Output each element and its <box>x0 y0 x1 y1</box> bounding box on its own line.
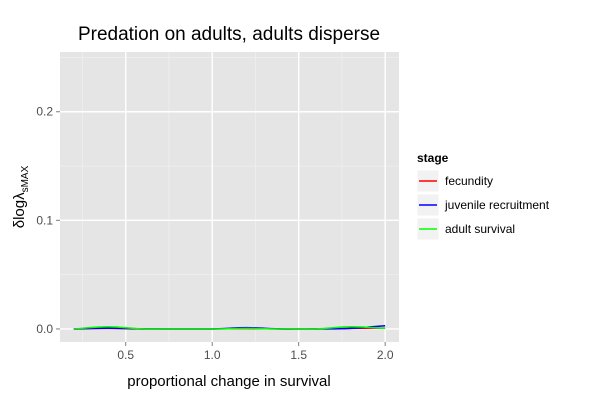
legend-title: stage <box>417 151 449 165</box>
x-axis: 0.5 1.0 1.5 2.0 <box>117 342 394 362</box>
y-axis: 0.0 0.1 0.2 <box>36 105 60 336</box>
y-axis-title-main: δlogλ <box>11 192 28 228</box>
legend-label: fecundity <box>445 174 493 188</box>
legend-item: fecundity <box>416 169 493 193</box>
y-axis-title: δlogλsMAX <box>11 165 31 228</box>
legend-item: adult survival <box>416 217 515 241</box>
y-tick-label: 0.1 <box>36 213 53 227</box>
x-tick-label: 1.5 <box>290 348 307 362</box>
minor-gridlines <box>60 52 399 342</box>
x-tick-label: 2.0 <box>377 348 394 362</box>
series-line-adult-survival <box>73 326 386 330</box>
legend-label: adult survival <box>445 222 515 236</box>
x-tick-label: 1.0 <box>204 348 221 362</box>
legend-label: juvenile recruitment <box>444 198 550 212</box>
legend: stage fecundity juvenile recruitment adult… <box>416 151 550 241</box>
plot-panel <box>60 52 399 342</box>
y-tick-label: 0.0 <box>36 322 53 336</box>
legend-item: juvenile recruitment <box>416 193 550 217</box>
x-tick-label: 0.5 <box>117 348 134 362</box>
y-axis-title-subscript: sMAX <box>20 165 31 192</box>
chart-title: Predation on adults, adults disperse <box>78 24 380 45</box>
series-lines <box>73 324 386 330</box>
legend-items: fecundity juvenile recruitment adult survi… <box>416 169 550 241</box>
panel-background <box>60 52 399 342</box>
y-tick-label: 0.2 <box>36 105 53 119</box>
x-axis-title: proportional change in survival <box>127 373 330 390</box>
